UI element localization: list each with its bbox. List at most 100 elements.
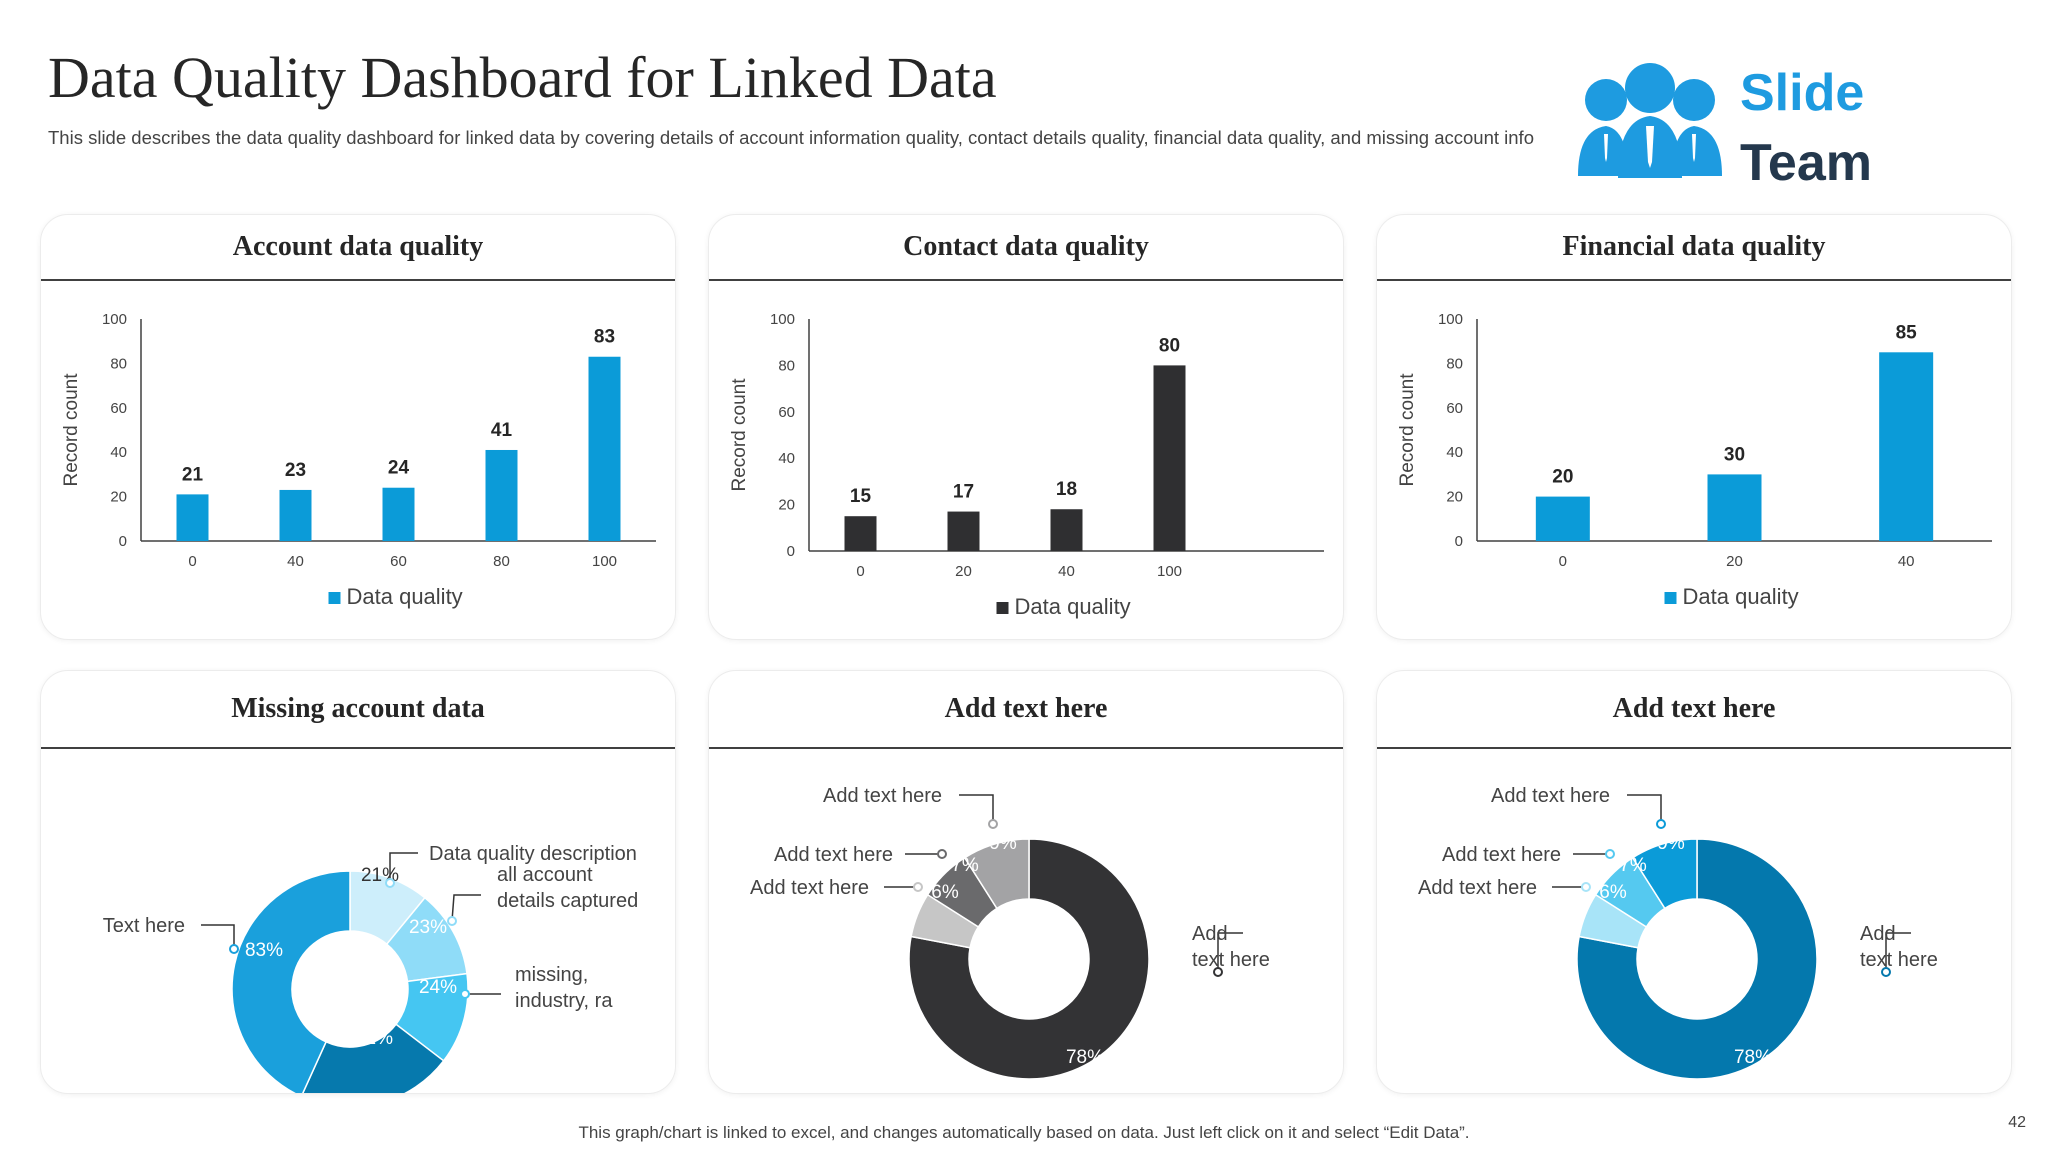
leader-dot — [1605, 849, 1615, 859]
page-title: Data Quality Dashboard for Linked Data — [48, 45, 997, 110]
contact-bar-chart: Record count 0 20 40 60 80 100 15 0 17 20 18 40 80 100… — [729, 311, 1324, 619]
bar-value-label: 80 — [1159, 335, 1180, 356]
slice-category-label: Add text here — [1418, 877, 1537, 899]
donut-slice — [1576, 838, 1818, 1080]
y-tick-label: 40 — [110, 444, 127, 461]
donut-slice — [1631, 838, 1698, 910]
bar-value-label: 83 — [594, 327, 615, 348]
bar-value-label: 85 — [1896, 322, 1918, 343]
text2-donut-chart: 78% 6% 7% 9% Add text here Add text here Add te… — [1418, 785, 1938, 1080]
slice-percent-label: 7% — [1619, 855, 1647, 876]
legend-swatch — [1664, 592, 1677, 604]
slice-percent-label: 83% — [245, 940, 283, 961]
account-data-quality-panel: Account data quality Record count 0 20 40 60… — [40, 214, 676, 640]
y-axis-label: Record count — [1397, 373, 1418, 487]
bar — [1535, 496, 1590, 541]
leader-line — [1885, 932, 1911, 972]
donut-slice — [302, 1023, 445, 1093]
leader-dot — [913, 882, 923, 892]
add-text-panel-1: Add text here 78% 6% 7% 9% Add text here Add t… — [708, 670, 1344, 1094]
leader-line — [201, 924, 235, 949]
slice-percent-label: 6% — [931, 882, 959, 903]
slice-percent-label: 24% — [419, 977, 457, 998]
x-tick-label: 60 — [390, 553, 407, 570]
leader-line — [389, 852, 418, 883]
bar — [947, 511, 980, 551]
slice-category-label: Text here — [417, 1091, 499, 1093]
y-tick-label: 60 — [110, 400, 127, 417]
y-axis-label: Record count — [729, 378, 750, 492]
bar-value-label: 24 — [388, 458, 410, 479]
x-tick-label: 0 — [188, 553, 196, 570]
slice-percent-label: 78% — [1734, 1047, 1772, 1068]
panel-title: Financial data quality — [1377, 215, 2011, 281]
y-tick-label: 0 — [787, 543, 795, 560]
leader-dot — [1213, 967, 1223, 977]
bar-value-label: 20 — [1552, 467, 1573, 488]
leader-dot — [1656, 819, 1666, 829]
bar — [485, 449, 518, 541]
missing-account-data-panel: Missing account data 21% 23% 24% 41% 83% Data… — [40, 670, 676, 1094]
slice-category-label: Add text here — [750, 877, 869, 899]
bar-value-label: 18 — [1056, 479, 1077, 500]
slice-category-label: Add text here — [1860, 923, 1938, 971]
y-tick-label: 20 — [1446, 489, 1463, 506]
y-tick-label: 80 — [778, 357, 795, 374]
slice-category-label: Add text here — [1192, 923, 1270, 971]
logo-person-left-head — [1585, 79, 1627, 121]
bar-value-label: 15 — [850, 486, 872, 507]
text1-donut-chart: 78% 6% 7% 9% Add text here Add text here Add te… — [750, 785, 1270, 1080]
x-tick-label: 20 — [1726, 553, 1743, 570]
y-axis-label: Record count — [61, 373, 82, 487]
y-tick-label: 0 — [1455, 533, 1463, 550]
donut-slice — [231, 870, 351, 1093]
page-number: 42 — [2008, 1114, 2026, 1131]
y-tick-label: 20 — [110, 489, 127, 506]
slice-category-label: all account details captured — [497, 864, 638, 912]
legend-label: Data quality — [1015, 594, 1131, 619]
leader-dot — [460, 989, 470, 999]
missing-account-donut-chart: 21%23%24%41%83%Data quality descriptiona… — [103, 843, 638, 1093]
slideteam-logo: Slide Team — [1578, 63, 1872, 192]
x-tick-label: 0 — [1559, 553, 1567, 570]
leader-line — [1217, 932, 1243, 972]
slice-percent-label: 6% — [1599, 882, 1627, 903]
x-tick-label: 100 — [592, 553, 617, 570]
leader-line — [451, 894, 481, 922]
y-tick-label: 20 — [778, 497, 795, 514]
financial-bar-chart: Record count 0 20 40 60 80 100 20 0 30 20 85 40 Data … — [1397, 311, 1992, 609]
slice-category-label: Data quality description — [429, 843, 637, 865]
donut-slice — [908, 838, 1150, 1080]
bar-value-label: 30 — [1724, 444, 1745, 465]
slice-category-label: missing, industry, ra — [515, 964, 613, 1012]
bar — [1153, 365, 1186, 551]
leader-dot — [385, 878, 395, 888]
page-subtitle: This slide describes the data quality da… — [48, 127, 1534, 148]
leader-dot — [937, 849, 947, 859]
x-tick-label: 40 — [1058, 563, 1075, 580]
leader-dot — [447, 916, 457, 926]
add-text-panel-2: Add text here 78% 6% 7% 9% Add text here Add t… — [1376, 670, 2012, 1094]
bar-value-label: 23 — [285, 460, 306, 481]
bar-value-label: 41 — [491, 420, 513, 441]
bar — [1879, 352, 1934, 541]
panel-title: Account data quality — [41, 215, 675, 281]
contact-data-quality-panel: Contact data quality Record count 0 20 40 60… — [708, 214, 1344, 640]
legend-label: Data quality — [347, 584, 463, 609]
legend-swatch — [996, 602, 1009, 614]
x-tick-label: 20 — [955, 563, 972, 580]
y-tick-label: 100 — [102, 311, 127, 328]
bar — [588, 356, 621, 541]
y-tick-label: 80 — [1446, 355, 1463, 372]
slice-percent-label: 9% — [989, 833, 1017, 854]
leader-line — [959, 794, 994, 824]
slice-percent-label: 7% — [951, 855, 979, 876]
panel-title: Contact data quality — [709, 215, 1343, 281]
panel-title: Missing account data — [41, 671, 675, 749]
panel-title: Add text here — [1377, 671, 2011, 749]
bar — [382, 487, 415, 541]
leader-line — [1627, 794, 1662, 824]
legend-swatch — [328, 592, 341, 604]
bar — [1707, 474, 1762, 541]
bar — [844, 516, 877, 551]
